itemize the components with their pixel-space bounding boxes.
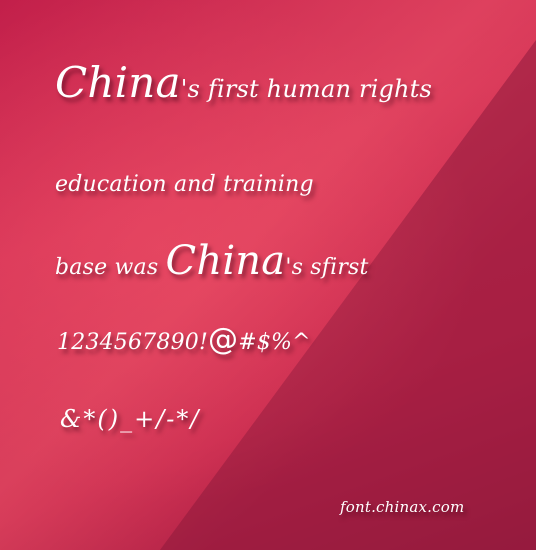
sample-line-3-text: 's sfirst	[285, 255, 369, 280]
sample-symbols: #$%^	[238, 330, 311, 355]
sample-line-4: 1234567890!@#$%^	[57, 322, 311, 357]
sample-line-1: China's first human rights	[55, 58, 432, 107]
sample-at-sign: @	[208, 322, 239, 357]
sample-line-1-text: 's first human rights	[180, 75, 433, 103]
sample-word-china-2: China	[165, 238, 286, 284]
sample-line-3: base was China's sfirst	[55, 238, 369, 284]
sample-digits: 1234567890!	[57, 330, 209, 355]
sample-line-2: education and training	[55, 172, 314, 197]
sample-line-5: &*()_+/-*/	[60, 405, 201, 433]
credit-text: font.chinax.com	[340, 498, 465, 516]
sample-word-china: China	[55, 58, 181, 107]
sample-line-3-prefix: base was	[55, 255, 166, 280]
